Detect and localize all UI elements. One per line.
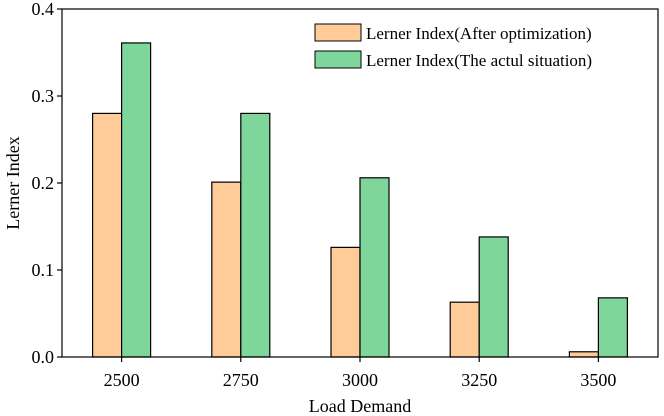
x-axis-label: Load Demand [309,396,411,416]
bar-actual-situation-2500 [120,42,152,358]
x-tick-label: 3000 [342,370,378,390]
y-tick-label: 0.2 [32,173,55,193]
axes: 2500 2750 3000 3250 3500 0.0 0.1 0.2 0.3 0.4 [32,0,617,390]
y-tick-label: 0.1 [32,260,55,280]
bar-actual-situation-3250 [478,236,509,358]
legend: Lerner Index(After optimization) Lerner I… [314,23,592,70]
x-tick-label: 3500 [580,370,616,390]
x-tick-label: 2500 [104,370,140,390]
bar-after-optimization-2500 [91,112,123,358]
bar-after-optimization-2750 [211,181,242,358]
bar-after-optimization-3250 [449,301,480,358]
y-tick-label: 0.3 [32,86,55,106]
legend-swatch-after-optimization [314,23,362,42]
legend-swatch-actual-situation [314,50,362,69]
x-tick-label: 3250 [461,370,497,390]
legend-label-after-optimization: Lerner Index(After optimization) [366,24,592,43]
y-axis-label: Lerner Index [3,136,23,229]
bar-actual-situation-3500 [597,297,629,358]
plot-area [91,42,629,358]
x-tick-label: 2750 [223,370,259,390]
bar-after-optimization-3500 [568,351,600,358]
bar-actual-situation-3000 [359,177,390,358]
bar-actual-situation-2750 [240,112,271,358]
legend-label-actual-situation: Lerner Index(The actul situation) [366,51,592,70]
y-tick-label: 0.0 [32,347,55,367]
y-tick-label: 0.4 [32,0,55,19]
bar-after-optimization-3000 [330,246,361,358]
